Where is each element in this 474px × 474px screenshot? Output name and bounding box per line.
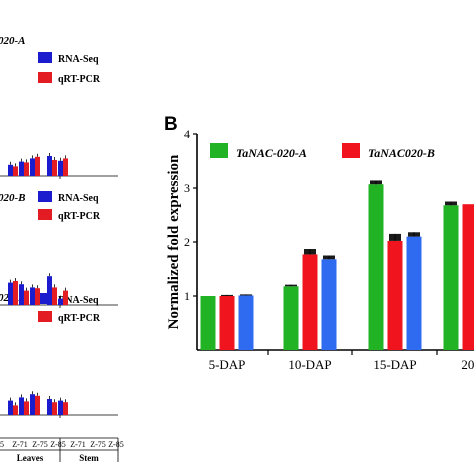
bottom-tick-label: Z-85 <box>50 440 66 449</box>
legend-swatch-qrtpcr <box>38 72 52 83</box>
mini-bar <box>52 402 57 415</box>
mini-bar <box>24 162 29 176</box>
bottom-tick-label: Z-71 <box>12 440 28 449</box>
mini-bar <box>35 395 40 415</box>
mini-bar <box>13 166 18 176</box>
bottom-tick-label: Z-75 <box>32 440 48 449</box>
bottom-tick-label: Z-71 <box>70 440 86 449</box>
legend-label-series-a: TaNAC-020-A <box>236 146 307 160</box>
bar <box>238 295 254 350</box>
mini-bar <box>13 281 18 305</box>
mini-bar <box>52 287 57 305</box>
mini-bar <box>24 290 29 305</box>
panel-letter-b: B <box>164 114 178 135</box>
legend-label-qrtpcr: qRT-PCR <box>58 211 101 222</box>
group-label-stem: Stem <box>79 453 99 463</box>
mini-bar <box>19 284 24 305</box>
panel-a: 020-A 020-B 020-D RNA-Seq qRT-PCR RNA-Se… <box>0 35 124 463</box>
mini-bar <box>35 288 40 305</box>
mini-bar <box>58 160 63 176</box>
bar <box>387 240 403 350</box>
mini-bar <box>58 298 63 305</box>
x-tick-label: 5-DAP <box>209 357 246 372</box>
x-tick-label: 10-DAP <box>288 357 331 372</box>
panel-a-bars <box>0 153 118 418</box>
bottom-tick-label: 5 <box>0 440 4 449</box>
legend-swatch-rnaseq <box>38 52 52 63</box>
mini-bar <box>52 160 57 176</box>
group-label-leaves: Leaves <box>17 453 44 463</box>
legend-swatch-series-a <box>210 143 228 158</box>
legend-label-rnaseq: RNA-Seq <box>58 295 99 306</box>
bar <box>283 286 299 350</box>
bar <box>200 296 216 350</box>
y-tick-label: 4 <box>184 127 190 141</box>
mini-bar <box>30 158 35 176</box>
mini-bar <box>8 282 13 305</box>
bar <box>443 205 459 350</box>
mini-bar <box>58 400 63 415</box>
legend-label-rnaseq: RNA-Seq <box>58 193 99 204</box>
legend-label-series-b: TaNAC020-B <box>368 146 435 160</box>
mini-bar <box>47 399 52 415</box>
mini-bar <box>8 164 13 176</box>
x-tick-label: 20- <box>461 357 474 372</box>
mini-bar <box>30 287 35 305</box>
y-tick-label: 2 <box>184 235 190 249</box>
mini-bar <box>63 158 68 176</box>
mini-bar <box>47 276 52 305</box>
x-tick-label: 15-DAP <box>373 357 416 372</box>
mini-bar <box>24 401 29 415</box>
gene-label-b: 020-B <box>0 192 26 204</box>
bar <box>302 254 318 350</box>
legend-label-qrtpcr: qRT-PCR <box>58 313 101 324</box>
bar <box>462 204 474 350</box>
mini-bar <box>47 156 52 176</box>
gene-label-a: 020-A <box>0 35 26 47</box>
mini-bar <box>19 161 24 176</box>
legend-swatch-rnaseq <box>38 191 52 202</box>
mini-bar <box>63 290 68 305</box>
mini-bar <box>63 402 68 415</box>
bar <box>368 184 384 350</box>
legend-label-qrtpcr: qRT-PCR <box>58 74 101 85</box>
panel-b-bars <box>200 180 474 350</box>
legend-swatch-qrtpcr <box>38 311 52 322</box>
legend-swatch-rnaseq <box>38 293 52 304</box>
bottom-tick-label: Z-75 <box>90 440 106 449</box>
y-tick-label: 1 <box>184 289 190 303</box>
y-tick-label: 3 <box>184 181 190 195</box>
panel-a-bottom-axis: 5 Z-71 Z-75 Z-85 Z-71 Z-75 Z-85 <box>0 437 124 462</box>
panel-b: B TaNAC-020-A TaNAC020-B Normalized fold… <box>164 114 474 372</box>
bottom-tick-label: Z-85 <box>108 440 124 449</box>
bar <box>219 296 235 350</box>
mini-bar <box>30 394 35 415</box>
mini-bar <box>19 397 24 415</box>
legend-label-rnaseq: RNA-Seq <box>58 54 99 65</box>
legend-swatch-qrtpcr <box>38 209 52 220</box>
bar <box>321 259 337 350</box>
bar <box>406 236 422 350</box>
legend-swatch-series-b <box>342 143 360 158</box>
mini-bar <box>13 405 18 415</box>
mini-bar <box>35 156 40 176</box>
mini-bar <box>8 400 13 415</box>
y-axis-label: Normalized fold expression <box>166 154 182 329</box>
